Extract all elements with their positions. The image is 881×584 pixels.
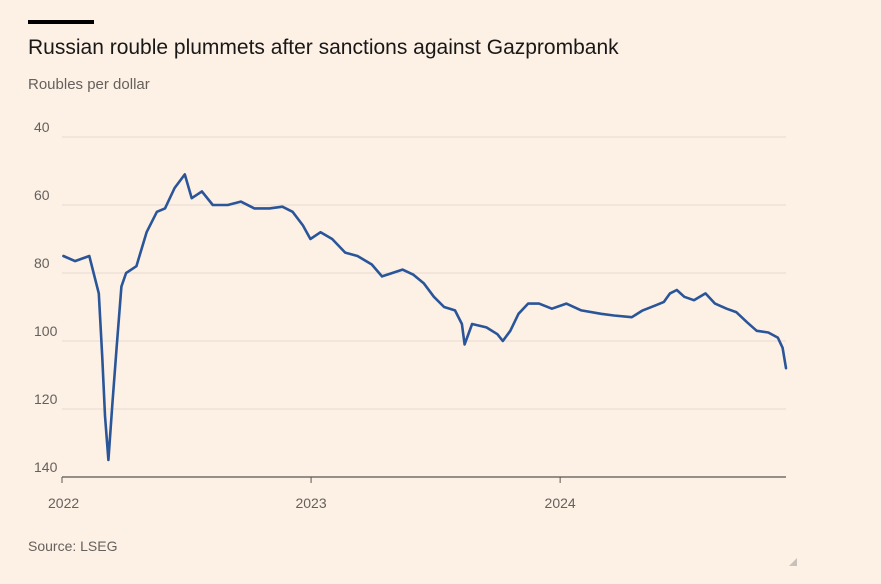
y-tick-label: 80 [34,255,50,271]
gridlines [62,136,786,478]
x-tick-label: 2023 [295,495,326,511]
y-tick-label: 40 [34,119,50,135]
series-line [62,173,788,462]
y-tick-label: 140 [34,459,58,475]
y-tick-label: 60 [34,187,50,203]
chart-subtitle: Roubles per dollar [28,76,150,93]
x-tick-label: 2022 [48,495,79,511]
y-tick-label: 100 [34,323,58,339]
y-tick-label: 120 [34,391,58,407]
header-rule [28,20,94,24]
x-tick-label: 2024 [545,495,576,511]
resize-handle[interactable] [789,558,797,566]
source-note: Source: LSEG [28,538,118,554]
axis-ticks: 40 60 80 100 120 140 2022 2023 2024 [34,119,576,511]
series-layer [62,173,788,462]
chart-title: Russian rouble plummets after sanctions … [28,36,619,59]
